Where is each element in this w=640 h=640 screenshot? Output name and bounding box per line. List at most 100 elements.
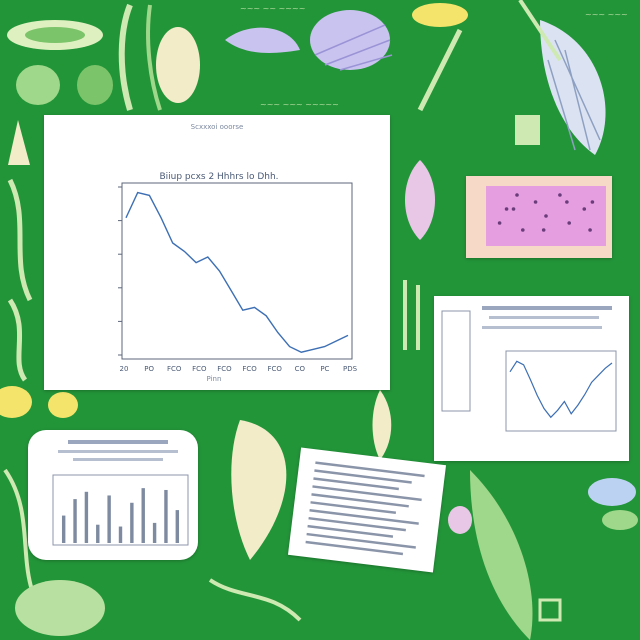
bar <box>73 499 77 543</box>
series-line <box>509 360 613 419</box>
text-line <box>311 493 409 508</box>
blue-seed-illustration <box>588 478 636 506</box>
bar-chart <box>52 440 189 546</box>
text-block <box>482 326 602 329</box>
bar <box>175 510 180 543</box>
text-line <box>309 509 419 525</box>
text-line <box>306 532 416 549</box>
yellow-disc-illustration <box>48 392 78 418</box>
scatter-point <box>497 221 502 225</box>
decorative-lettering: ~~~ ~~ ~~~~ <box>240 4 306 13</box>
bar <box>61 515 66 543</box>
decorative-lettering: ~~~ ~~~ <box>585 10 628 19</box>
x-tick-label: CO <box>295 365 306 373</box>
text-block <box>73 458 163 461</box>
text-line <box>315 461 425 478</box>
scatter-point <box>567 221 571 225</box>
scatter-point <box>533 200 538 204</box>
text-line <box>307 524 394 538</box>
second-chart-card <box>434 296 629 461</box>
grass-stem-illustration <box>417 28 463 112</box>
text-block <box>68 440 168 444</box>
text-block <box>489 316 599 319</box>
scatter-point <box>590 200 595 204</box>
scatter-point <box>515 193 519 197</box>
scatter-point <box>565 200 569 204</box>
long-leaf-illustration <box>470 470 533 640</box>
plot-area <box>505 350 617 432</box>
grass-stem-illustration <box>403 280 420 350</box>
x-tick-label: PC <box>320 365 329 373</box>
pod-illustration <box>7 20 103 50</box>
side-bar-panel <box>441 310 471 412</box>
round-fruit-illustration <box>77 65 113 105</box>
scatter-point <box>544 214 548 218</box>
yellow-disc-illustration <box>0 386 32 418</box>
bar <box>130 502 134 543</box>
decorative-lettering: ~~~ ~~~ ~~~~~ <box>260 100 339 109</box>
bar <box>96 524 100 543</box>
plot-area <box>52 474 189 546</box>
document-text-lines <box>305 461 425 556</box>
x-tick-label: FCO <box>217 365 232 373</box>
series-line <box>125 191 349 353</box>
x-tick-label: PDS <box>343 365 358 373</box>
pink-flower-illustration <box>405 160 435 240</box>
pink-scatter-card <box>466 176 612 258</box>
square-icon-illustration <box>538 598 562 622</box>
fern-illustration <box>7 178 33 382</box>
cream-seed-illustration <box>156 27 200 103</box>
text-line <box>312 485 422 502</box>
scatter-point <box>582 207 587 211</box>
x-tick-label: 20 <box>120 365 129 373</box>
x-tick-label: FCO <box>167 365 182 373</box>
seedpod-illustration <box>372 390 392 460</box>
text-line <box>310 501 397 515</box>
chart-title: Biiup pcxs 2 Hhhrs lo Dhh. <box>159 172 279 182</box>
cream-leaf-illustration <box>231 420 287 560</box>
green-card-illustration <box>515 115 540 145</box>
main-line-chart: 20 PO FCO FCO FCO FCO FCO CO PC PDS <box>118 182 358 373</box>
bar-chart-card <box>28 430 198 560</box>
plot-area <box>121 182 353 360</box>
moss-cluster-illustration <box>15 580 105 636</box>
cone-bud-illustration <box>8 120 30 165</box>
scatter-point <box>588 228 592 232</box>
scatter-point <box>558 193 562 197</box>
bar <box>107 495 111 543</box>
scatter-point <box>541 228 546 232</box>
main-chart-card: Scxxxoi ooorse Biiup pcxs 2 Hhhrs lo Dhh… <box>44 115 390 390</box>
text-line <box>314 469 412 484</box>
x-tick-label: PO <box>144 365 154 373</box>
scatter-point <box>511 207 516 211</box>
bar <box>141 488 145 543</box>
stem-illustration <box>518 0 562 62</box>
second-line-chart <box>441 306 617 432</box>
x-tick-label: FCO <box>192 365 207 373</box>
text-document-card <box>287 447 447 573</box>
round-fruit-illustration <box>16 65 60 105</box>
text-block <box>482 306 612 310</box>
scatter-point <box>504 207 509 211</box>
bar <box>84 491 89 543</box>
green-seed-illustration <box>602 510 638 530</box>
text-line <box>313 477 399 491</box>
text-line <box>308 516 406 532</box>
leaf-stalk-illustration <box>118 3 162 111</box>
bar <box>164 489 168 543</box>
bar <box>118 526 123 543</box>
text-line <box>305 540 404 556</box>
pink-scatter-chart <box>486 186 606 246</box>
bar <box>152 522 157 543</box>
x-axis-label: Pinn <box>206 375 222 383</box>
feather-leaf-illustration <box>225 27 300 53</box>
leaf-veins <box>314 24 393 71</box>
text-block <box>58 450 178 453</box>
pink-flower-illustration <box>448 506 472 534</box>
x-tick-label: FCO <box>267 365 282 373</box>
curled-stem-illustration <box>208 578 302 622</box>
leaf-veins <box>547 39 601 151</box>
yellow-leaf-illustration <box>412 3 468 27</box>
x-tick-label: FCO <box>242 365 257 373</box>
scatter-point <box>521 228 525 232</box>
